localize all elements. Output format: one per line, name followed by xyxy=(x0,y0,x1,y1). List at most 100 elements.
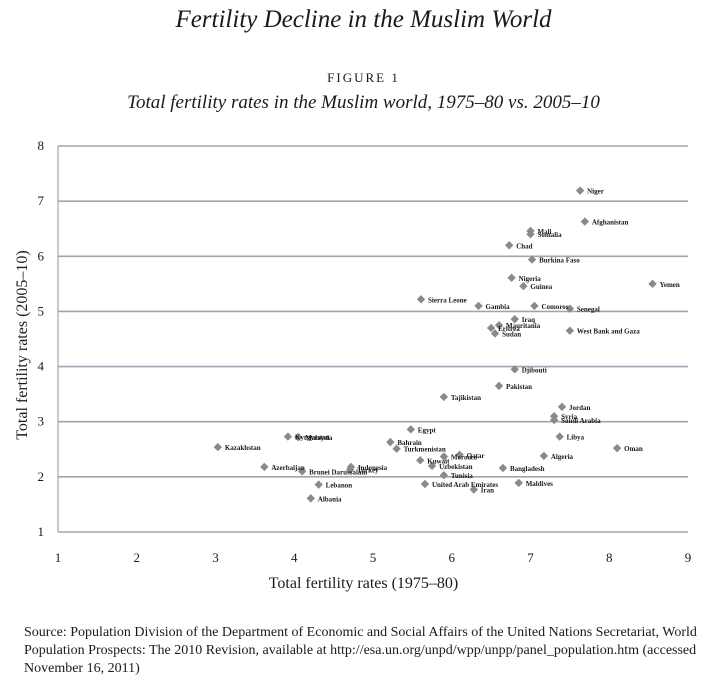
data-point-label: Turkmenistan xyxy=(404,446,446,454)
y-tick-label: 6 xyxy=(38,248,45,263)
data-point-label: Saudi Arabia xyxy=(561,417,601,425)
source-note: Source: Population Division of the Depar… xyxy=(24,625,697,676)
data-point xyxy=(213,442,223,452)
data-point xyxy=(648,279,657,289)
data-point xyxy=(455,450,464,459)
data-point xyxy=(260,462,269,472)
data-point-label: Mali xyxy=(538,228,552,236)
data-point-label: Bangladesh xyxy=(510,465,545,473)
data-point xyxy=(439,471,449,480)
data-point xyxy=(345,465,355,474)
data-point xyxy=(565,326,575,335)
data-point-label: Egypt xyxy=(418,426,437,434)
data-point-label: United Arab Emirates xyxy=(432,481,498,489)
data-point-label: Qatar xyxy=(467,452,485,460)
data-point-label: Comoros xyxy=(541,303,568,311)
data-point-label: Burkina Faso xyxy=(539,257,580,265)
data-point-label: Chad xyxy=(516,242,532,250)
data-point xyxy=(469,485,478,494)
data-point xyxy=(526,230,535,239)
data-point-label: Eritrea xyxy=(498,325,520,333)
y-tick-label: 3 xyxy=(38,414,45,429)
data-point-label: Indonesia xyxy=(358,464,388,472)
grid-layer xyxy=(58,145,688,478)
data-point xyxy=(530,301,539,311)
data-point xyxy=(510,365,519,374)
data-point xyxy=(505,241,514,250)
data-point-label: Tajikistan xyxy=(451,394,481,402)
figure-caption: Total fertility rates in the Muslim worl… xyxy=(127,92,600,113)
data-point xyxy=(557,402,567,412)
data-point xyxy=(416,456,425,465)
x-tick-label: 5 xyxy=(370,550,377,565)
data-point-label: Algeria xyxy=(551,453,574,461)
x-axis-title: Total fertility rates (1975–80) xyxy=(268,575,459,592)
y-axis-title: Total fertility rates (2005–10) xyxy=(14,250,31,440)
data-point-label: Azerbaijan xyxy=(271,464,305,472)
x-tick-label: 2 xyxy=(134,550,141,565)
y-tick-label: 1 xyxy=(38,524,45,539)
data-point xyxy=(486,323,496,333)
data-point-label: Somalia xyxy=(538,231,563,239)
data-point xyxy=(498,463,508,473)
data-point-label: Morocco xyxy=(451,453,478,461)
figure-label: FIGURE 1 xyxy=(327,70,400,85)
data-point-label: Djibouti xyxy=(522,366,547,374)
data-point xyxy=(507,273,516,282)
point-layer xyxy=(213,186,657,503)
main-title: Fertility Decline in the Muslim World xyxy=(175,6,552,33)
data-point-label: Kyrgyzstan xyxy=(295,434,330,442)
data-point-label: West Bank and Gaza xyxy=(577,328,640,336)
data-point xyxy=(510,314,519,324)
data-point-label: Maldives xyxy=(526,480,553,488)
data-point xyxy=(293,432,303,442)
data-point-label: Gambia xyxy=(486,303,511,311)
data-point-label: Brunei Darussalam xyxy=(309,468,367,476)
axis-layer: 1 2 3 4 5 6 7 8 1 2 3 4 5 6 7 8 9 xyxy=(38,138,692,565)
data-point xyxy=(519,281,528,291)
data-point xyxy=(612,443,622,453)
data-point-label: Bahrain xyxy=(397,439,422,447)
y-tick-label: 5 xyxy=(38,303,45,318)
data-point-label: Afghanistan xyxy=(592,219,629,227)
data-point xyxy=(539,451,549,461)
data-point-label: Sierra Leone xyxy=(428,296,467,304)
data-point-label: Malaysia xyxy=(305,434,333,442)
data-point xyxy=(392,444,401,453)
data-point xyxy=(439,452,449,461)
x-tick-label: 8 xyxy=(606,550,613,565)
data-point xyxy=(416,295,426,304)
data-point-label: Albania xyxy=(318,495,342,503)
data-point-label: Guinea xyxy=(530,283,552,291)
data-point xyxy=(386,437,395,447)
data-point xyxy=(527,255,537,264)
data-point-label: Yemen xyxy=(660,281,680,289)
data-point xyxy=(420,479,430,489)
data-point-label: Senegal xyxy=(577,306,600,314)
data-point xyxy=(514,478,523,488)
data-point xyxy=(494,381,504,391)
x-tick-label: 9 xyxy=(685,550,692,565)
data-point-label: Iran xyxy=(481,487,494,495)
data-point-label: Mauritania xyxy=(506,322,541,330)
data-point xyxy=(555,432,564,441)
data-point-label: Syria xyxy=(561,413,577,421)
data-point-label: Kazakhstan xyxy=(225,444,261,452)
data-point xyxy=(439,392,449,402)
data-point xyxy=(490,329,500,338)
data-point-label: Lebanon xyxy=(326,482,353,490)
data-point-label: Oman xyxy=(624,445,643,453)
data-point xyxy=(580,217,590,226)
y-tick-label: 2 xyxy=(38,469,45,484)
data-point-label: Pakistan xyxy=(506,383,532,391)
data-point-label: Nigeria xyxy=(519,275,542,283)
data-point xyxy=(297,467,307,476)
x-tick-label: 6 xyxy=(449,550,456,565)
data-point xyxy=(406,425,415,434)
data-point xyxy=(494,321,504,330)
data-point-label: Kuwait xyxy=(427,457,450,465)
x-tick-label: 4 xyxy=(291,550,298,565)
y-tick-label: 8 xyxy=(38,138,45,153)
data-point-label: Niger xyxy=(587,188,604,196)
